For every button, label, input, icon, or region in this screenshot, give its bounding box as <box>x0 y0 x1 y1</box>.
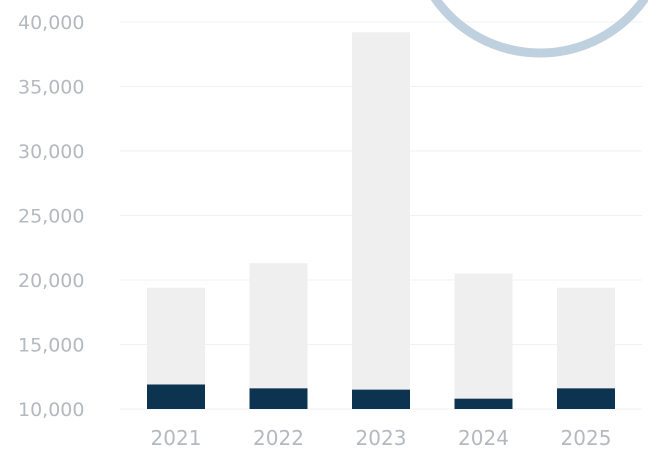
bar-background-2022 <box>249 263 308 409</box>
y-tick-label: 10,000 <box>18 399 84 421</box>
x-tick-label-2025: 2025 <box>561 426 612 450</box>
y-tick-label: 40,000 <box>18 12 84 34</box>
foreground-bars <box>147 384 615 409</box>
x-tick-label-2024: 2024 <box>458 426 509 450</box>
bar-background-2023 <box>352 32 410 409</box>
bar-foreground-2022 <box>249 388 308 409</box>
bar-background-2024 <box>454 273 513 409</box>
y-tick-label: 35,000 <box>18 77 84 99</box>
y-tick-label: 30,000 <box>18 141 84 163</box>
bar-foreground-2025 <box>557 388 615 409</box>
y-tick-label: 25,000 <box>18 206 84 228</box>
x-tick-label-2023: 2023 <box>356 426 407 450</box>
decorative-circle-outline <box>430 0 648 58</box>
y-tick-label: 15,000 <box>18 335 84 357</box>
x-tick-label-2021: 2021 <box>151 426 202 450</box>
x-tick-label-2022: 2022 <box>253 426 304 450</box>
bar-foreground-2023 <box>352 389 410 409</box>
bar-foreground-2021 <box>147 384 205 409</box>
y-tick-label: 20,000 <box>18 270 84 292</box>
bar-foreground-2024 <box>454 398 513 409</box>
background-bars <box>147 32 615 409</box>
x-axis-labels: 2021 2022 2023 2024 2025 <box>151 426 612 450</box>
y-axis-ticks: 10,000 15,000 20,000 25,000 30,000 35,000 40,0… <box>18 12 84 421</box>
